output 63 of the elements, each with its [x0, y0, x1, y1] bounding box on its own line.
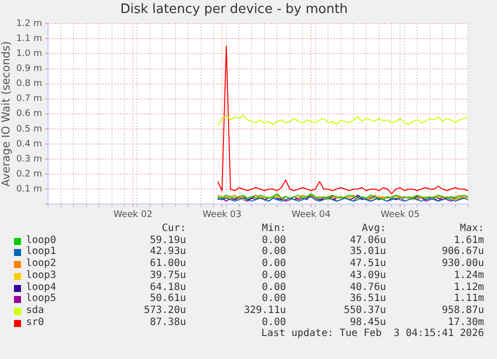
y-tick-label: 1.2 m [16, 18, 42, 29]
text: 50.61u [150, 293, 186, 306]
x-tick-label: Week 05 [380, 210, 420, 220]
y-axis-title: Average IO Wait (seconds) [0, 41, 12, 187]
text: 0.00 [262, 293, 286, 306]
text: 329.11u [244, 304, 286, 317]
text: 0.00 [262, 282, 286, 294]
text: 98.45u [350, 316, 386, 328]
text: 0.00 [262, 316, 286, 328]
legend-label: loop0 [26, 234, 56, 246]
text: 0.00 [262, 270, 286, 282]
text: 64.18u [150, 282, 186, 294]
text: 35.01u [350, 246, 386, 258]
text: 42.93u [150, 246, 186, 258]
text: 1.24m [454, 270, 484, 282]
x-tick-label: Week 03 [202, 210, 242, 220]
text: 1.61m [454, 234, 484, 246]
text: 0.00 [262, 258, 286, 270]
text: 43.09u [350, 270, 386, 282]
y-tick-label: 0.4 m [16, 139, 42, 150]
text: 958.87u [442, 304, 484, 317]
legend-label: loop2 [26, 258, 56, 270]
legend-label: loop5 [26, 293, 56, 305]
text: 1.12m [454, 282, 484, 294]
y-tick-label: 0.7 m [16, 94, 42, 104]
y-tick-label: 1.0 m [16, 49, 42, 60]
text: 61.00u [150, 258, 186, 270]
y-tick-label: 0.8 m [16, 79, 42, 90]
y-tick-label: 0.5 m [16, 124, 42, 134]
text: Avg: [362, 223, 386, 235]
text: 39.75u [150, 270, 186, 282]
text: 59.19u [150, 234, 186, 246]
text: 0.00 [262, 234, 286, 246]
text: 906.67u [442, 246, 484, 258]
y-tick-label: 0.3 m [16, 154, 42, 164]
x-tick-label: Week 02 [113, 210, 152, 220]
text: 573.20u [144, 304, 186, 317]
text: 40.76u [350, 282, 386, 294]
legend-label: loop1 [26, 246, 56, 258]
legend-label: loop4 [26, 282, 56, 292]
x-tick-label: Week 04 [292, 210, 331, 220]
text: Min: [262, 223, 286, 235]
chart-title: Disk latency per device - by month [120, 2, 348, 18]
y-tick-label: 1.1 m [16, 34, 42, 44]
text: Cur: [162, 223, 186, 235]
y-tick-label: 0.6 m [16, 109, 42, 120]
text: 47.06u [350, 234, 386, 246]
legend-label: sr0 [26, 316, 44, 329]
text: 0.00 [262, 246, 286, 258]
text: Last update: Tue Feb 3 04:15:41 2026 [261, 328, 484, 340]
text: 17.30m [448, 316, 484, 328]
y-tick-label: 0.9 m [16, 64, 42, 74]
text: 47.51u [350, 258, 386, 270]
y-tick-label: 0.1 m [16, 184, 42, 194]
text: 87.38u [150, 316, 186, 329]
text: 550.37u [344, 304, 386, 317]
y-tick-label: 0.2 m [16, 169, 42, 180]
legend-label: loop3 [26, 270, 56, 282]
text: Max: [460, 223, 484, 235]
legend-label: sda [26, 304, 44, 317]
text: 36.51u [350, 293, 386, 306]
text: 1.11m [454, 293, 484, 306]
text: 930.00u [442, 258, 484, 270]
